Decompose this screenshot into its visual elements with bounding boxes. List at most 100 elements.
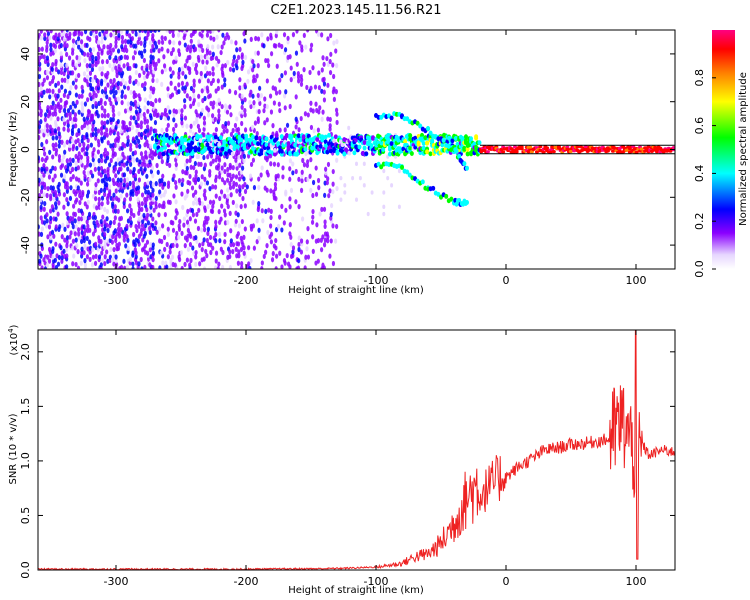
heatmap-cell (295, 61, 299, 67)
heatmap-cell (220, 84, 224, 90)
heatmap-cell (51, 88, 55, 95)
heatmap-cell (240, 93, 244, 100)
heatmap-cell (113, 215, 117, 221)
heatmap-cell (137, 32, 141, 38)
heatmap-cell (82, 51, 87, 57)
heatmap-cell (63, 149, 67, 155)
heatmap-cell (120, 89, 125, 95)
heatmap-cell (462, 161, 467, 167)
heatmap-cell (143, 86, 147, 92)
heatmap-cell (211, 44, 215, 50)
heatmap-cell (73, 30, 78, 33)
heatmap-cell (139, 40, 143, 46)
heatmap-cell (381, 147, 386, 152)
heatmap-cell (122, 162, 126, 168)
heatmap-cell (85, 132, 89, 138)
heatmap-cell (88, 63, 92, 69)
heatmap-cell (188, 173, 192, 180)
heatmap-cell (74, 62, 79, 68)
heatmap-cell (326, 161, 331, 168)
heatmap-cell (194, 254, 198, 260)
heatmap-cell (126, 101, 130, 107)
heatmap-cell (305, 239, 309, 245)
heatmap-cell (231, 242, 236, 248)
heatmap-cell (214, 231, 218, 238)
heatmap-cell (99, 238, 103, 245)
heatmap-cell (206, 154, 210, 160)
heatmap-cell (99, 97, 103, 103)
heatmap-cell (326, 36, 330, 42)
heatmap-cell (423, 135, 428, 141)
heatmap-cell (91, 157, 95, 163)
heatmap-cell (285, 252, 289, 259)
heatmap-cell (63, 88, 68, 94)
heatmap-cell (79, 208, 83, 214)
heatmap-cell (220, 146, 225, 152)
heatmap-cell (63, 237, 67, 243)
heatmap-cell (114, 39, 118, 45)
heatmap-cell (238, 77, 242, 83)
heatmap-cell (269, 161, 273, 167)
heatmap-cell (288, 54, 292, 60)
heatmap-cell (213, 184, 218, 190)
heatmap-cell (76, 249, 80, 255)
heatmap-cell (100, 48, 104, 54)
heatmap-cell (185, 123, 189, 129)
heatmap-cell (114, 254, 118, 260)
heatmap-cell (96, 51, 100, 57)
heatmap-cell (94, 92, 98, 99)
heatmap-cell (152, 69, 156, 75)
heatmap-cell (75, 242, 79, 249)
heatmap-cell (60, 234, 64, 240)
heatmap-cell (242, 245, 246, 251)
heatmap-cell (105, 30, 109, 35)
heatmap-cell (57, 143, 61, 149)
heatmap-cell (274, 133, 279, 138)
heatmap-cell (311, 179, 316, 186)
heatmap-cell (137, 168, 141, 175)
heatmap-cell (485, 150, 490, 154)
heatmap-cell (236, 54, 241, 60)
heatmap-cell (362, 145, 367, 151)
heatmap-cell (254, 35, 258, 42)
heatmap-cell (100, 89, 105, 95)
heatmap-cell (73, 103, 78, 109)
heatmap-cell (180, 191, 184, 197)
heatmap-cell (146, 70, 150, 77)
heatmap-cell (100, 195, 105, 201)
y-multiplier-label: (x104) (7, 324, 20, 355)
heatmap-cell (79, 180, 83, 186)
heatmap-cell (62, 42, 67, 49)
heatmap-cell (148, 159, 152, 165)
heatmap-cell (102, 177, 106, 183)
heatmap-cell (283, 105, 287, 111)
heatmap-cell (42, 206, 46, 212)
heatmap-cell (217, 209, 221, 215)
heatmap-cell (105, 216, 109, 222)
heatmap-cell (305, 138, 310, 143)
heatmap-cell (140, 222, 145, 228)
heatmap-cell (269, 239, 273, 245)
heatmap-cell (105, 151, 110, 157)
heatmap-cell (199, 161, 203, 167)
heatmap-cell (421, 141, 426, 146)
heatmap-cell (44, 112, 48, 118)
heatmap-cell (133, 242, 137, 248)
heatmap-cell (565, 147, 570, 151)
heatmap-cell (446, 143, 451, 149)
heatmap-cell (83, 30, 88, 35)
heatmap-cell (132, 166, 136, 173)
heatmap-cell (103, 260, 107, 267)
heatmap-cell (153, 40, 157, 46)
heatmap-cell (351, 175, 355, 181)
heatmap-cell (139, 256, 143, 263)
heatmap-cell (55, 135, 59, 141)
heatmap-cell (77, 207, 81, 214)
x-tick-label: -100 (364, 274, 389, 287)
heatmap-cell (161, 260, 165, 266)
heatmap-cell (172, 193, 176, 199)
heatmap-cell (188, 262, 192, 268)
heatmap-cell (226, 166, 230, 173)
heatmap-cell (166, 180, 171, 186)
heatmap-cell (71, 100, 75, 107)
